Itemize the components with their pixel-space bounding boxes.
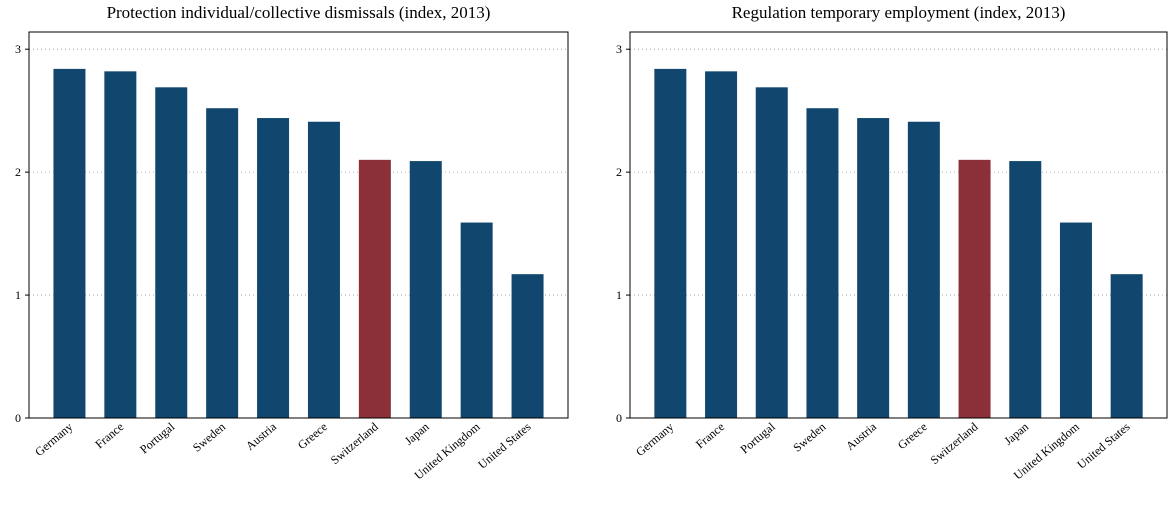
bar (206, 108, 239, 419)
bar (755, 87, 788, 418)
x-tick-label: Japan (1001, 420, 1031, 448)
x-tick-label: France (693, 420, 727, 452)
y-tick-label: 0 (15, 411, 21, 425)
x-tick-label: Portugal (137, 419, 178, 456)
x-tick-label: United States (1074, 419, 1133, 471)
x-tick-label: Switzerland (328, 420, 381, 468)
bar (104, 71, 137, 418)
x-tick-label: Austria (843, 419, 880, 453)
y-tick-label: 1 (616, 288, 622, 302)
bar (654, 68, 687, 419)
x-tick-label: Japan (402, 420, 432, 448)
bar (1059, 222, 1092, 418)
chart-title: Regulation temporary employment (index, … (732, 3, 1066, 22)
plot-frame (629, 31, 1168, 419)
y-tick-label: 2 (15, 165, 21, 179)
y-tick-label: 0 (616, 411, 622, 425)
x-tick-label: Sweden (190, 420, 228, 455)
chart-title: Protection individual/collective dismiss… (107, 3, 491, 22)
x-tick-label: Switzerland (928, 420, 981, 468)
y-tick-label: 2 (616, 165, 622, 179)
bar (155, 87, 188, 418)
x-tick-label: Sweden (790, 420, 828, 455)
bar (511, 274, 544, 418)
bar (358, 159, 391, 418)
bar (1110, 274, 1143, 418)
x-tick-label: Austria (243, 419, 280, 453)
bar (1009, 161, 1042, 419)
y-tick-label: 3 (15, 42, 21, 56)
x-tick-label: Portugal (738, 419, 779, 456)
bar (907, 121, 940, 418)
x-tick-label: Germany (32, 420, 75, 459)
bar (460, 222, 493, 418)
x-tick-label: Greece (895, 420, 930, 453)
x-tick-label: France (92, 420, 126, 452)
bar (806, 108, 839, 419)
bar (257, 118, 290, 418)
x-tick-label: United States (475, 419, 534, 471)
bar (307, 121, 340, 418)
bar (409, 161, 442, 419)
bar (705, 71, 738, 418)
y-tick-label: 3 (616, 42, 622, 56)
y-tick-label: 1 (15, 288, 21, 302)
bar (958, 159, 991, 418)
x-tick-label: Greece (295, 420, 330, 453)
plot-frame (28, 31, 569, 419)
bar (53, 68, 86, 419)
x-tick-label: Germany (633, 420, 676, 459)
bar (857, 118, 890, 418)
